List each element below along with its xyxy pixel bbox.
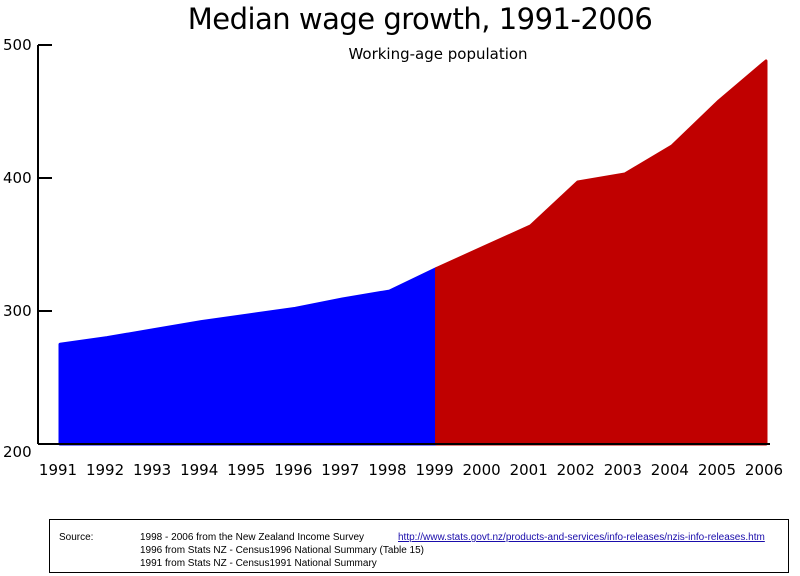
x-tick-label: 2003 xyxy=(604,461,642,479)
x-tick-label: 1999 xyxy=(415,461,453,479)
x-tick-label: 1996 xyxy=(274,461,312,479)
chart-plot: 200 300 400 500 1991 1992 1993 1994 1995 1996 1997… xyxy=(3,36,783,479)
x-tick-label: 2001 xyxy=(510,461,548,479)
source-label: Source: xyxy=(59,532,94,543)
x-tick-label: 1995 xyxy=(227,461,265,479)
y-tick-label: 400 xyxy=(3,169,32,187)
x-tick-label: 2005 xyxy=(698,461,736,479)
source-line: 1998 - 2006 from the New Zealand Income … xyxy=(140,532,365,543)
x-tick-label: 1993 xyxy=(133,461,171,479)
y-tick-label: 500 xyxy=(3,36,32,54)
x-tick-label: 2004 xyxy=(651,461,689,479)
x-tick-label: 1992 xyxy=(86,461,124,479)
x-tick-label: 1998 xyxy=(368,461,406,479)
area-series-2 xyxy=(435,59,768,446)
area-series-1 xyxy=(58,266,439,446)
x-tick-label: 1994 xyxy=(180,461,218,479)
x-tick-label: 2000 xyxy=(463,461,501,479)
x-tick-label: 1997 xyxy=(321,461,359,479)
y-tick-label: 200 xyxy=(3,443,32,461)
chart-title: Median wage growth, 1991-2006 xyxy=(187,2,653,36)
source-line: 1996 from Stats NZ - Census1996 National… xyxy=(140,545,425,556)
x-tick-label: 2002 xyxy=(557,461,595,479)
chart-subtitle: Working-age population xyxy=(348,45,528,63)
source-link[interactable]: http://www.stats.govt.nz/products-and-se… xyxy=(398,532,765,543)
y-tick-label: 300 xyxy=(3,302,32,320)
x-tick-label: 2006 xyxy=(745,461,783,479)
source-box: Source: 1998 - 2006 from the New Zealand… xyxy=(49,519,789,573)
x-tick-label: 1991 xyxy=(39,461,77,479)
source-line: 1991 from Stats NZ - Census1991 National… xyxy=(140,558,377,569)
